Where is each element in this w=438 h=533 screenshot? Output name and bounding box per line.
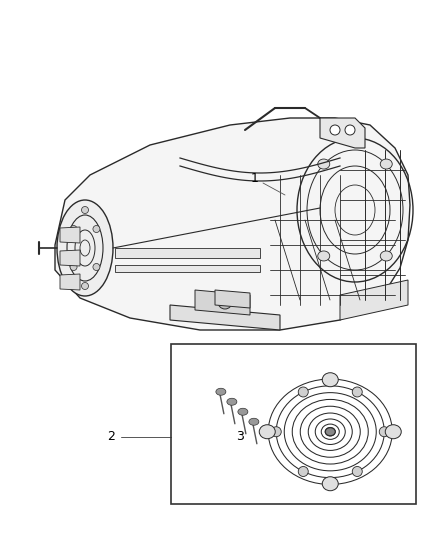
Circle shape <box>298 466 308 477</box>
Text: 3: 3 <box>236 430 244 443</box>
Polygon shape <box>115 248 260 258</box>
Polygon shape <box>60 274 80 290</box>
Ellipse shape <box>318 159 330 169</box>
Circle shape <box>218 295 232 309</box>
Polygon shape <box>320 118 365 148</box>
Polygon shape <box>55 118 410 330</box>
Ellipse shape <box>238 408 248 415</box>
Ellipse shape <box>380 251 392 261</box>
Text: 2: 2 <box>107 430 115 443</box>
Polygon shape <box>115 265 260 272</box>
Ellipse shape <box>259 425 275 439</box>
Ellipse shape <box>322 373 338 387</box>
Polygon shape <box>60 227 80 243</box>
Ellipse shape <box>318 251 330 261</box>
Polygon shape <box>60 250 80 266</box>
Ellipse shape <box>57 200 113 296</box>
Circle shape <box>298 387 308 397</box>
Bar <box>171 344 416 504</box>
Circle shape <box>271 427 281 437</box>
Circle shape <box>352 466 362 477</box>
Circle shape <box>70 225 77 232</box>
Polygon shape <box>170 305 280 330</box>
Ellipse shape <box>325 427 335 436</box>
Circle shape <box>330 125 340 135</box>
Circle shape <box>70 263 77 271</box>
Circle shape <box>379 427 389 437</box>
Circle shape <box>93 225 100 232</box>
Circle shape <box>345 125 355 135</box>
Circle shape <box>93 263 100 271</box>
Polygon shape <box>195 290 250 315</box>
Ellipse shape <box>380 159 392 169</box>
Polygon shape <box>340 280 408 320</box>
Ellipse shape <box>322 477 338 491</box>
Circle shape <box>81 282 88 289</box>
Circle shape <box>352 387 362 397</box>
Ellipse shape <box>249 418 259 425</box>
Polygon shape <box>215 290 250 308</box>
Ellipse shape <box>227 398 237 405</box>
Ellipse shape <box>385 425 401 439</box>
Text: 1: 1 <box>251 172 259 184</box>
Circle shape <box>81 206 88 214</box>
Ellipse shape <box>216 388 226 395</box>
